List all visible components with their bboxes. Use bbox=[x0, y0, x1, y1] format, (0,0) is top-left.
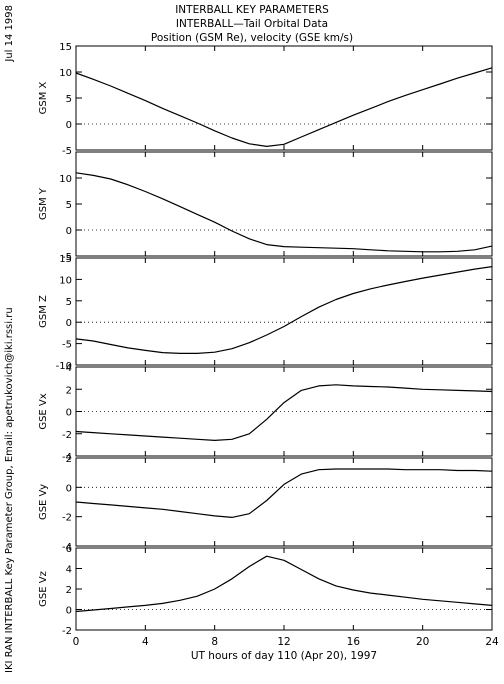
panel-5-frame bbox=[75, 457, 493, 547]
panel-6-ytick-label: 0 bbox=[66, 606, 72, 617]
panel-3: -10 -5 0 5 10 15 GSM Z bbox=[38, 254, 493, 372]
panel-4-ytick-label: -4 bbox=[62, 452, 72, 463]
panel-3-ytick-label: -5 bbox=[62, 340, 72, 351]
x-tick-label: 0 bbox=[73, 636, 80, 648]
panel-1-ylabel: GSM X bbox=[38, 81, 49, 114]
panel-5-ylabel: GSE Vy bbox=[38, 484, 49, 520]
panel-4-ytick-label: 2 bbox=[66, 385, 72, 396]
panel-3-ytick-label: -10 bbox=[56, 361, 72, 372]
panel-5-series-line bbox=[75, 468, 493, 519]
panel-1-ytick-label: -5 bbox=[62, 146, 72, 157]
panel-2-ytick-label: 0 bbox=[66, 226, 72, 237]
panel-5-ytick-label: -2 bbox=[62, 513, 72, 524]
panel-3-ytick-label: 15 bbox=[59, 254, 72, 265]
panel-6-ytick-label: 2 bbox=[66, 585, 72, 596]
panel-1-ytick-label: 5 bbox=[66, 94, 72, 105]
panel-2-ytick-label: 5 bbox=[66, 200, 72, 211]
x-tick-label: 16 bbox=[347, 636, 361, 648]
panel-4-ytick-label: 4 bbox=[66, 363, 72, 374]
panel-6: -2 0 2 4 6 GSE Vz bbox=[38, 544, 493, 637]
panel-stack: -5 0 5 10 15 GSM X -5 0 5 10 GSM Y -10 -5 0 5 10 15 GSM Z… bbox=[38, 42, 499, 648]
panel-4: -4 -2 0 2 4 GSE Vx bbox=[38, 363, 493, 463]
panel-1-series-line bbox=[75, 67, 493, 147]
panel-1-ytick-label: 10 bbox=[59, 68, 72, 79]
panel-6-ytick-label: -2 bbox=[62, 626, 72, 637]
x-tick-label: 20 bbox=[416, 636, 429, 648]
panel-6-ytick-label: 4 bbox=[66, 565, 72, 576]
panel-2-series-line bbox=[75, 172, 493, 253]
panel-3-ytick-label: 5 bbox=[66, 297, 72, 308]
panel-6-ylabel: GSE Vz bbox=[38, 571, 49, 607]
title-line-1: INTERBALL KEY PARAMETERS bbox=[175, 4, 329, 16]
panel-4-ylabel: GSE Vx bbox=[38, 393, 49, 429]
panel-4-ytick-label: -2 bbox=[62, 430, 72, 441]
panel-6-ytick-label: 6 bbox=[66, 544, 72, 555]
x-tick-label: 4 bbox=[142, 636, 149, 648]
panel-4-ytick-label: 0 bbox=[66, 408, 72, 419]
credit-text: IKI RAN INTERBALL Key Parameter Group, E… bbox=[4, 307, 15, 673]
panel-3-ylabel: GSM Z bbox=[38, 295, 49, 328]
panel-4-series-line bbox=[75, 384, 493, 441]
title-line-3: Position (GSM Re), velocity (GSE km/s) bbox=[151, 32, 353, 44]
panel-5: -4 -2 0 2 GSE Vy bbox=[38, 454, 493, 553]
panel-1-ytick-label: 0 bbox=[66, 120, 72, 131]
panel-3-ytick-label: 10 bbox=[59, 275, 72, 286]
panel-5-ytick-label: -4 bbox=[62, 542, 72, 553]
panel-1: -5 0 5 10 15 GSM X bbox=[38, 42, 493, 157]
panel-2-ylabel: GSM Y bbox=[38, 187, 49, 220]
panel-3-series-line bbox=[75, 266, 493, 354]
panel-3-ytick-label: 0 bbox=[66, 318, 72, 329]
panel-5-ytick-label: 0 bbox=[66, 483, 72, 494]
x-tick-label: 12 bbox=[277, 636, 290, 648]
panel-2-ytick-label: -5 bbox=[62, 252, 72, 263]
panel-2: -5 0 5 10 GSM Y bbox=[38, 151, 493, 263]
plot-date: Jul 14 1998 bbox=[4, 5, 15, 63]
panel-1-ytick-label: 15 bbox=[59, 42, 72, 53]
panel-2-ytick-label: 10 bbox=[59, 174, 72, 185]
panel-6-series-line bbox=[75, 555, 493, 613]
panel-2-frame bbox=[75, 151, 493, 257]
x-axis-label: UT hours of day 110 (Apr 20), 1997 bbox=[191, 650, 377, 662]
x-tick-label: 24 bbox=[485, 636, 499, 648]
panel-5-ytick-label: 2 bbox=[66, 454, 72, 465]
title-line-2: INTERBALL—Tail Orbital Data bbox=[176, 18, 328, 30]
x-tick-label: 8 bbox=[211, 636, 218, 648]
